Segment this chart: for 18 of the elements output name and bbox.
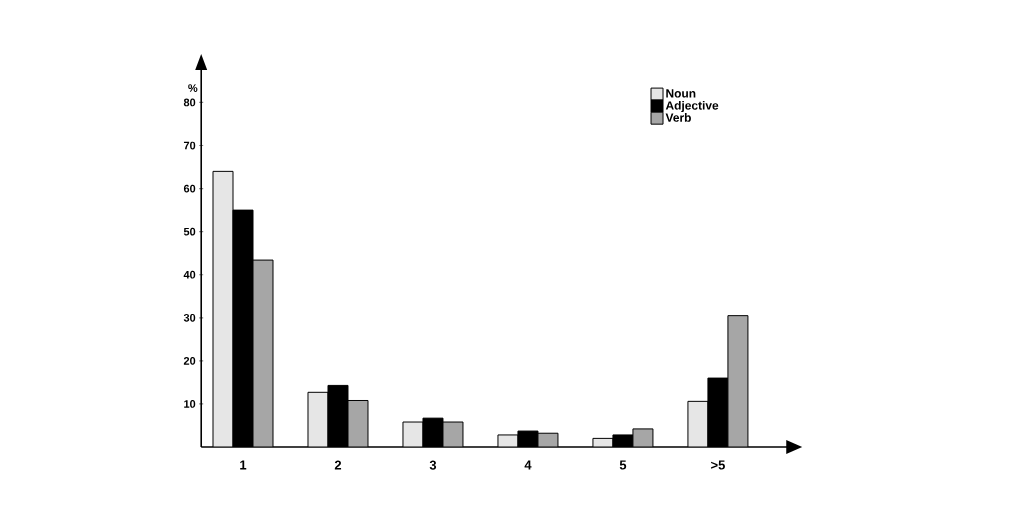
legend-label: Adjective	[665, 100, 719, 113]
y-tick-label: 60	[183, 184, 196, 193]
x-tick-label: 3	[429, 460, 437, 470]
y-tick-label: 70	[183, 141, 196, 150]
y-tick-label: 20	[183, 356, 196, 365]
y-tick-label: 30	[183, 313, 196, 322]
x-tick-label: 4	[524, 460, 532, 470]
legend-label: Noun	[666, 89, 696, 98]
y-axis-title: %	[188, 84, 198, 92]
legend-label: Verb	[665, 113, 691, 122]
x-tick-label: 1	[240, 460, 247, 470]
y-tick-label: 40	[183, 270, 196, 279]
x-tick-label: 2	[334, 460, 342, 470]
y-tick-label: 50	[183, 227, 196, 236]
x-tick-label: 5	[619, 460, 627, 470]
x-tick-label: >5	[711, 460, 725, 470]
y-tick-label: 80	[183, 98, 196, 107]
y-tick-label: 10	[184, 400, 196, 408]
